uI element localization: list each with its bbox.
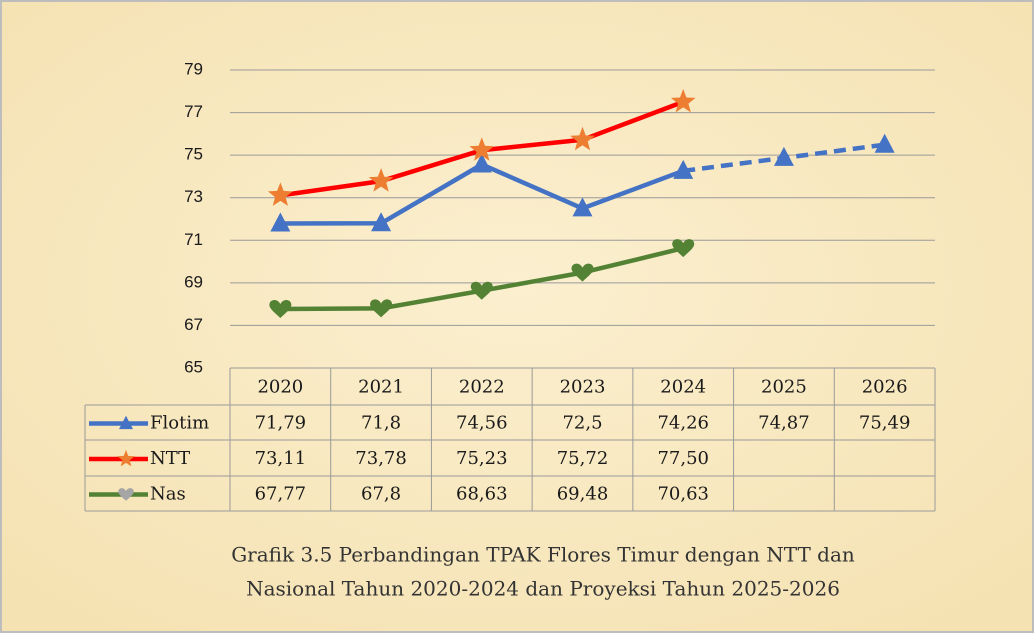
x-tick-label: 2024 [660,377,706,398]
star-marker [670,88,696,113]
triangle-marker [371,212,392,232]
table-cell: 74,26 [657,413,709,434]
star-marker [469,137,495,161]
caption-line: Nasional Tahun 2020-2024 dan Proyeksi Ta… [246,577,840,601]
heart-marker [370,299,393,318]
x-tick-label: 2020 [257,377,303,398]
triangle-marker [673,159,694,179]
table-cell: 69,48 [557,484,609,505]
table-cell: 75,49 [859,413,911,434]
star-marker [268,182,293,206]
table-cell: 75,72 [557,448,609,469]
table-cell: 68,63 [456,484,508,505]
x-tick-label: 2021 [358,377,404,398]
heart-marker [470,281,493,300]
table-cell: 73,11 [255,448,307,469]
table-cell: 67,8 [361,484,401,505]
table-cell: 71,79 [255,413,307,434]
x-tick-label: 2025 [761,377,807,398]
table-cell: 70,63 [657,484,709,505]
legend-marker [118,488,134,501]
y-tick-label: 67 [184,315,203,334]
triangle-marker [572,197,593,217]
table-cell: 75,23 [456,448,508,469]
legend-label: Nas [150,484,186,505]
star-marker [368,168,394,192]
triangle-marker [874,133,895,153]
table-cell: 73,78 [355,448,407,469]
x-tick-label: 2026 [862,377,908,398]
y-tick-label: 79 [184,59,203,78]
table-cell: 74,56 [456,413,508,434]
heart-marker [672,239,695,258]
y-tick-label: 69 [184,272,203,291]
x-tick-label: 2023 [560,377,606,398]
table-cell: 67,77 [255,484,307,505]
table-cell: 72,5 [562,413,602,434]
caption-line: Grafik 3.5 Perbandingan TPAK Flores Timu… [231,543,855,567]
triangle-marker [270,212,291,232]
triangle-marker [471,153,492,173]
y-tick-label: 77 [184,102,203,121]
heart-marker [269,300,292,319]
y-tick-label: 65 [184,357,203,376]
table-cell: 77,50 [657,448,709,469]
star-marker [570,126,595,151]
y-tick-label: 73 [184,187,203,206]
legend-marker [119,415,133,430]
x-tick-label: 2022 [459,377,505,398]
legend-label: NTT [150,448,190,469]
heart-marker [571,263,594,282]
y-tick-label: 75 [184,145,203,164]
legend-marker [117,449,135,467]
table-cell: 71,8 [361,413,401,434]
legend-label: Flotim [150,413,209,434]
y-tick-label: 71 [184,230,203,249]
table-cell: 74,87 [758,413,810,434]
triangle-marker [773,146,794,166]
